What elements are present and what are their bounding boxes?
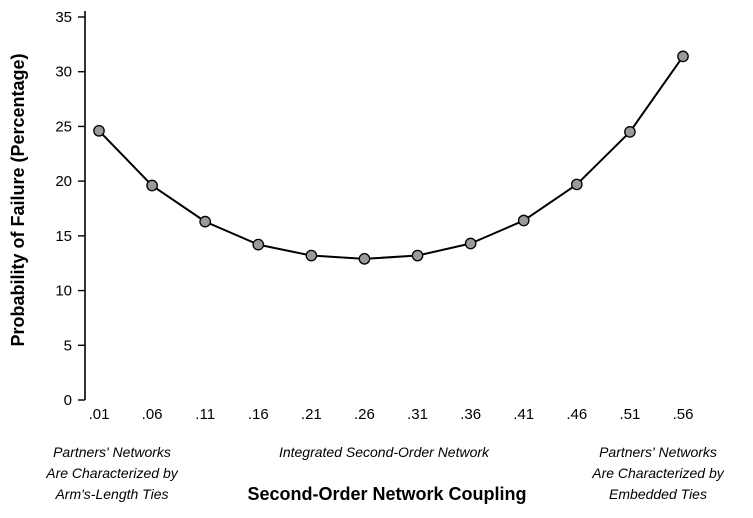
x-tick-label: .56 (673, 406, 694, 423)
annotation-right-line: Partners' Networks (599, 444, 717, 460)
x-tick-label: .11 (195, 406, 215, 423)
data-point (93, 124, 105, 137)
y-axis: 0 5 10 15 20 25 30 35 (55, 9, 86, 409)
x-tick-label: .46 (566, 406, 587, 423)
annotation-center-line: Integrated Second-Order Network (279, 444, 490, 460)
y-tick-label: 10 (55, 283, 72, 300)
data-point (517, 214, 530, 227)
x-tick-label: .31 (407, 406, 428, 423)
x-tick-label: .51 (619, 406, 640, 423)
series-line-group (93, 50, 689, 265)
x-tick-label: .26 (354, 406, 375, 423)
series-line (98, 55, 684, 260)
x-axis-title: Second-Order Network Coupling (247, 484, 526, 504)
y-tick-label: 0 (64, 392, 72, 409)
x-tick-label: .41 (513, 406, 534, 423)
x-tick-label: .36 (460, 406, 481, 423)
data-point (305, 249, 318, 262)
data-point (411, 249, 424, 262)
y-tick-label: 5 (64, 337, 72, 354)
x-tick-label: .16 (248, 406, 269, 423)
annotation-left-line: Arm's-Length Ties (54, 486, 168, 502)
y-axis-title: Probability of Failure (Percentage) (8, 53, 28, 346)
y-tick-label: 15 (55, 228, 72, 245)
data-point (358, 252, 371, 265)
data-point (252, 238, 265, 251)
annotation-right-line: Embedded Ties (609, 486, 707, 502)
x-tick-label: .21 (301, 406, 322, 423)
y-tick-label: 20 (55, 173, 72, 190)
data-point (146, 179, 158, 192)
x-tick-label: .01 (89, 406, 110, 423)
y-tick-label: 30 (55, 64, 72, 81)
data-point (677, 50, 689, 63)
data-point (199, 215, 212, 228)
annotations: Partners' Networks Are Characterized by Ar… (45, 444, 725, 502)
x-axis: .01 .06 .11 .16 .21 .26 .31 .36 .41 .46 .51 .56 (89, 406, 694, 423)
annotation-left-line: Are Characterized by (45, 465, 179, 481)
y-tick-label: 25 (55, 118, 72, 135)
data-point (570, 178, 583, 191)
data-point (464, 237, 477, 250)
annotation-left-line: Partners' Networks (53, 444, 171, 460)
annotation-right-line: Are Characterized by (591, 465, 725, 481)
data-point (624, 126, 636, 138)
x-tick-label: .06 (142, 406, 163, 423)
y-tick-label: 35 (55, 9, 72, 26)
